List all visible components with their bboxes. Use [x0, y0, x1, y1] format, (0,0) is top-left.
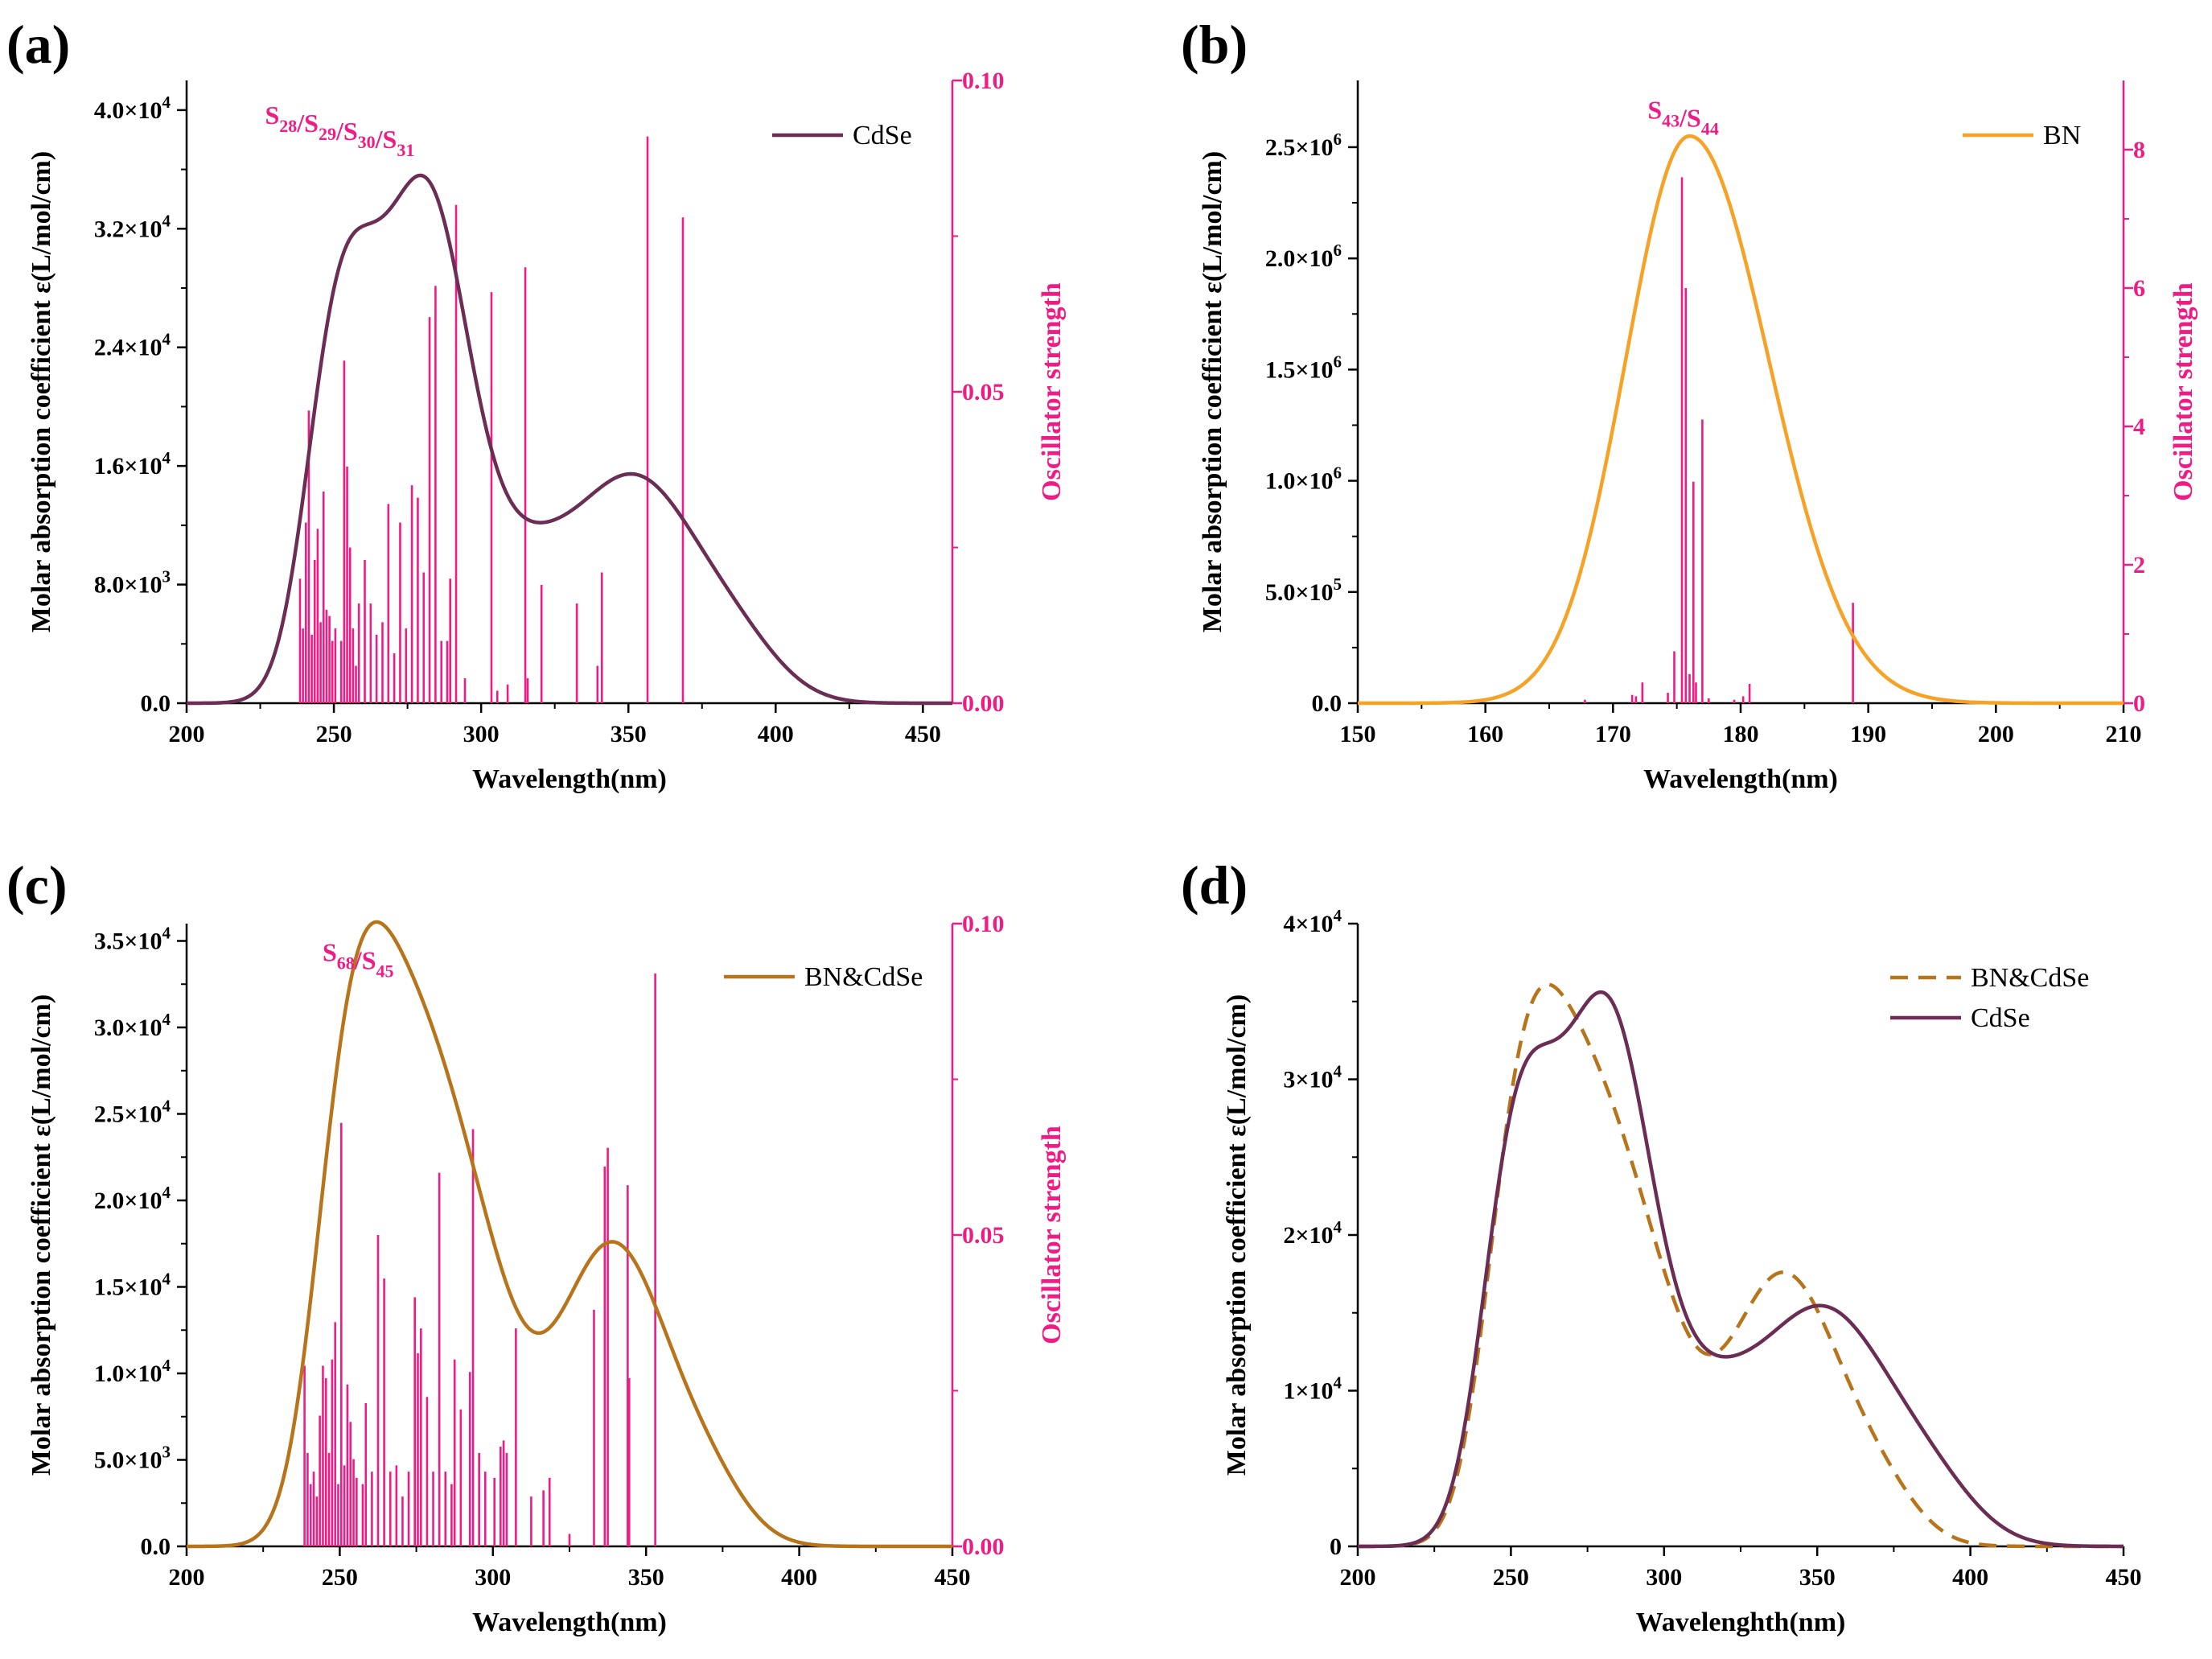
y-tick-label: 5.0×105 [1265, 574, 1342, 606]
y2-tick-label: 0 [2133, 690, 2145, 717]
x-tick-label: 450 [2106, 1564, 2142, 1591]
panel-label: (b) [1181, 14, 1248, 75]
x-tick-label: 300 [1646, 1564, 1682, 1591]
x-axis-label: Wavelength(nm) [472, 1608, 667, 1637]
y-tick-label: 1.5×106 [1265, 352, 1342, 383]
y-tick-label: 2.0×104 [94, 1183, 171, 1214]
y-axis-label: Molar absorption coefficient ε(L/mol/cm) [1198, 151, 1227, 632]
legend-label: CdSe [853, 121, 912, 150]
x-tick-label: 210 [2106, 721, 2142, 747]
y-tick-label: 8.0×103 [94, 567, 171, 599]
x-tick-label: 160 [1467, 721, 1503, 747]
y2-tick-label: 8 [2133, 137, 2145, 163]
x-tick-label: 300 [463, 721, 500, 747]
y2-axis-label: Oscillator strength [2169, 282, 2198, 501]
state-annotation: S68/S45 [323, 937, 393, 981]
y-axis-label: Molar absorption coefficient ε(L/mol/cm) [27, 151, 56, 632]
legend-label: BN [2043, 121, 2081, 150]
x-tick-label: 350 [611, 721, 647, 747]
x-tick-label: 200 [1978, 721, 2014, 747]
oscillator-sticks [303, 973, 656, 1546]
x-tick-label: 400 [781, 1564, 817, 1591]
x-tick-label: 190 [1850, 721, 1886, 747]
panel-d: (d) 200 250 300 350 400 450 0 1×104 2×104 3×104 4×1… [1181, 854, 2142, 1637]
x-tick-label: 450 [935, 1564, 971, 1591]
y2-tick-label: 4 [2133, 414, 2145, 440]
y-tick-label: 2.4×104 [94, 330, 171, 361]
legend-label: CdSe [1971, 1003, 2030, 1033]
oscillator-sticks [1584, 177, 1854, 703]
panel-a: (a) 200 250 300 350 400 450 0.0 8.0×103 1.6×104 2.… [6, 14, 1067, 794]
spectrum-line-cdse [1357, 990, 2124, 1549]
x-tick-label: 400 [758, 721, 794, 747]
y2-tick-label: 0.10 [962, 68, 1005, 94]
spectrum-line-bn [1357, 134, 2124, 706]
x-axis-label: Wavelenghth(nm) [1636, 1608, 1846, 1637]
y-tick-label: 2.5×106 [1265, 130, 1342, 161]
oscillator-sticks [298, 136, 685, 703]
y-tick-label: 3.5×104 [94, 924, 171, 955]
panel-label: (c) [6, 854, 67, 916]
y2-axis-label: Oscillator strength [1037, 282, 1067, 501]
y-tick-label: 4.0×104 [94, 93, 171, 124]
x-tick-label: 250 [1493, 1564, 1529, 1591]
panel-b: (b) 150 160 170 180 190 200 210 0.0 5.0×105 1.0×10… [1181, 14, 2198, 794]
x-tick-label: 350 [628, 1564, 664, 1591]
y-tick-label: 4×104 [1283, 906, 1342, 937]
y2-tick-label: 0.00 [962, 690, 1005, 717]
x-tick-label: 250 [322, 1564, 358, 1591]
x-tick-label: 180 [1723, 721, 1759, 747]
y-tick-label: 3×104 [1283, 1062, 1342, 1093]
legend-label: BN&CdSe [804, 962, 923, 992]
x-tick-label: 300 [475, 1564, 511, 1591]
y-axis-label: Molar absorption coefficient ε(L/mol/cm) [27, 994, 56, 1476]
spectrum-line-bnandcdse [1357, 982, 2124, 1549]
x-tick-label: 350 [1799, 1564, 1836, 1591]
y-tick-label: 3.2×104 [94, 211, 171, 242]
y-tick-label: 0.0 [141, 690, 171, 717]
panel-label: (d) [1181, 854, 1248, 916]
x-tick-label: 400 [1952, 1564, 1988, 1591]
spectrum-line-cdse [186, 173, 953, 706]
panel-c: (c) 200 250 300 350 400 450 0.0 5.0×103 1.0×104 1.… [6, 854, 1067, 1637]
y2-tick-label: 0.00 [962, 1533, 1005, 1560]
y-tick-label: 0.0 [141, 1533, 171, 1560]
x-tick-label: 450 [905, 721, 941, 747]
x-tick-label: 200 [169, 1564, 205, 1591]
x-tick-label: 200 [169, 721, 205, 747]
y-tick-label: 5.0×103 [94, 1443, 171, 1474]
y-axis-label: Molar absorption coefficient ε(L/mol/cm) [1222, 994, 1252, 1476]
x-axis-label: Wavelength(nm) [472, 764, 667, 794]
y-tick-label: 3.0×104 [94, 1010, 171, 1041]
y-tick-label: 1.0×106 [1265, 463, 1342, 495]
panel-label: (a) [6, 14, 70, 75]
y2-tick-label: 6 [2133, 275, 2145, 302]
x-tick-label: 170 [1595, 721, 1631, 747]
y-tick-label: 1.0×104 [94, 1356, 171, 1387]
y2-tick-label: 0.05 [962, 1222, 1005, 1249]
state-annotation: S43/S44 [1647, 95, 1718, 138]
y-tick-label: 2×104 [1283, 1217, 1342, 1249]
x-tick-label: 150 [1340, 721, 1376, 747]
x-tick-label: 250 [316, 721, 352, 747]
spectrum-line-bnandcdse [186, 920, 953, 1549]
y-tick-label: 1.5×104 [94, 1270, 171, 1301]
legend-label: BN&CdSe [1971, 963, 2089, 993]
y-tick-label: 1×104 [1283, 1373, 1342, 1405]
y-tick-label: 1.6×104 [94, 448, 171, 480]
y2-tick-label: 0.10 [962, 911, 1005, 937]
y-tick-label: 0.0 [1312, 690, 1342, 717]
y-tick-label: 0 [1330, 1533, 1342, 1560]
state-annotation: S28/S29/S30/S31 [265, 101, 414, 160]
y2-tick-label: 0.05 [962, 379, 1005, 405]
y2-axis-label: Oscillator strength [1037, 1126, 1067, 1344]
y2-tick-label: 2 [2133, 552, 2145, 578]
y-tick-label: 2.0×106 [1265, 241, 1342, 272]
x-tick-label: 200 [1340, 1564, 1376, 1591]
y-tick-label: 2.5×104 [94, 1097, 171, 1128]
x-axis-label: Wavelength(nm) [1643, 764, 1838, 794]
